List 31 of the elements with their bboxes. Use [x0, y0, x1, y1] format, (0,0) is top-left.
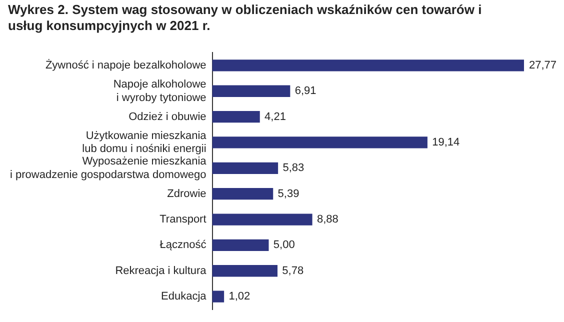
bar — [212, 214, 312, 226]
data-label: 1,02 — [228, 290, 250, 303]
bar — [212, 60, 524, 72]
data-label: 19,14 — [432, 136, 460, 149]
y-tick-label: Użytkowanie mieszkania lub domu i nośniki energii — [82, 130, 208, 156]
y-tick-label: Wyposażenie mieszkania i prowadzenie gospodarstwa domowego — [10, 156, 208, 181]
bar — [212, 188, 274, 200]
y-tick-label: Transport — [160, 214, 206, 226]
y-tick-label: Napoje alkoholowe i wyroby tytoniowe — [113, 78, 206, 104]
data-label: 5,00 — [273, 239, 295, 252]
y-tick-label: Odzież i obuwie — [128, 110, 206, 123]
y-tick-label: Rekreacja i kultura — [115, 264, 208, 277]
bar — [212, 162, 278, 174]
data-label: 5,78 — [282, 264, 304, 277]
data-label: 5,83 — [282, 162, 304, 174]
bar — [212, 85, 290, 97]
bar — [212, 265, 278, 277]
y-tick-label: Edukacja — [161, 290, 208, 303]
bar — [212, 110, 260, 123]
data-label: 4,21 — [264, 110, 286, 123]
bar — [212, 136, 428, 148]
y-tick-label: Żywność i napoje bezalkoholowe — [45, 58, 206, 72]
chart-title: Wykres 2. System wag stosowany w obliczeniach wskaźników cen towarów i usług konsumpcyjnych w 2021 r. — [8, 2, 483, 34]
y-tick-label: Łączność — [160, 239, 207, 252]
data-label: 8,88 — [316, 214, 338, 226]
data-label: 5,39 — [278, 188, 300, 200]
y-tick-label: Zdrowie — [167, 188, 206, 200]
data-label: 6,91 — [294, 85, 316, 98]
data-label: 27,77 — [529, 59, 557, 72]
bar — [212, 239, 269, 252]
bar — [212, 290, 224, 302]
